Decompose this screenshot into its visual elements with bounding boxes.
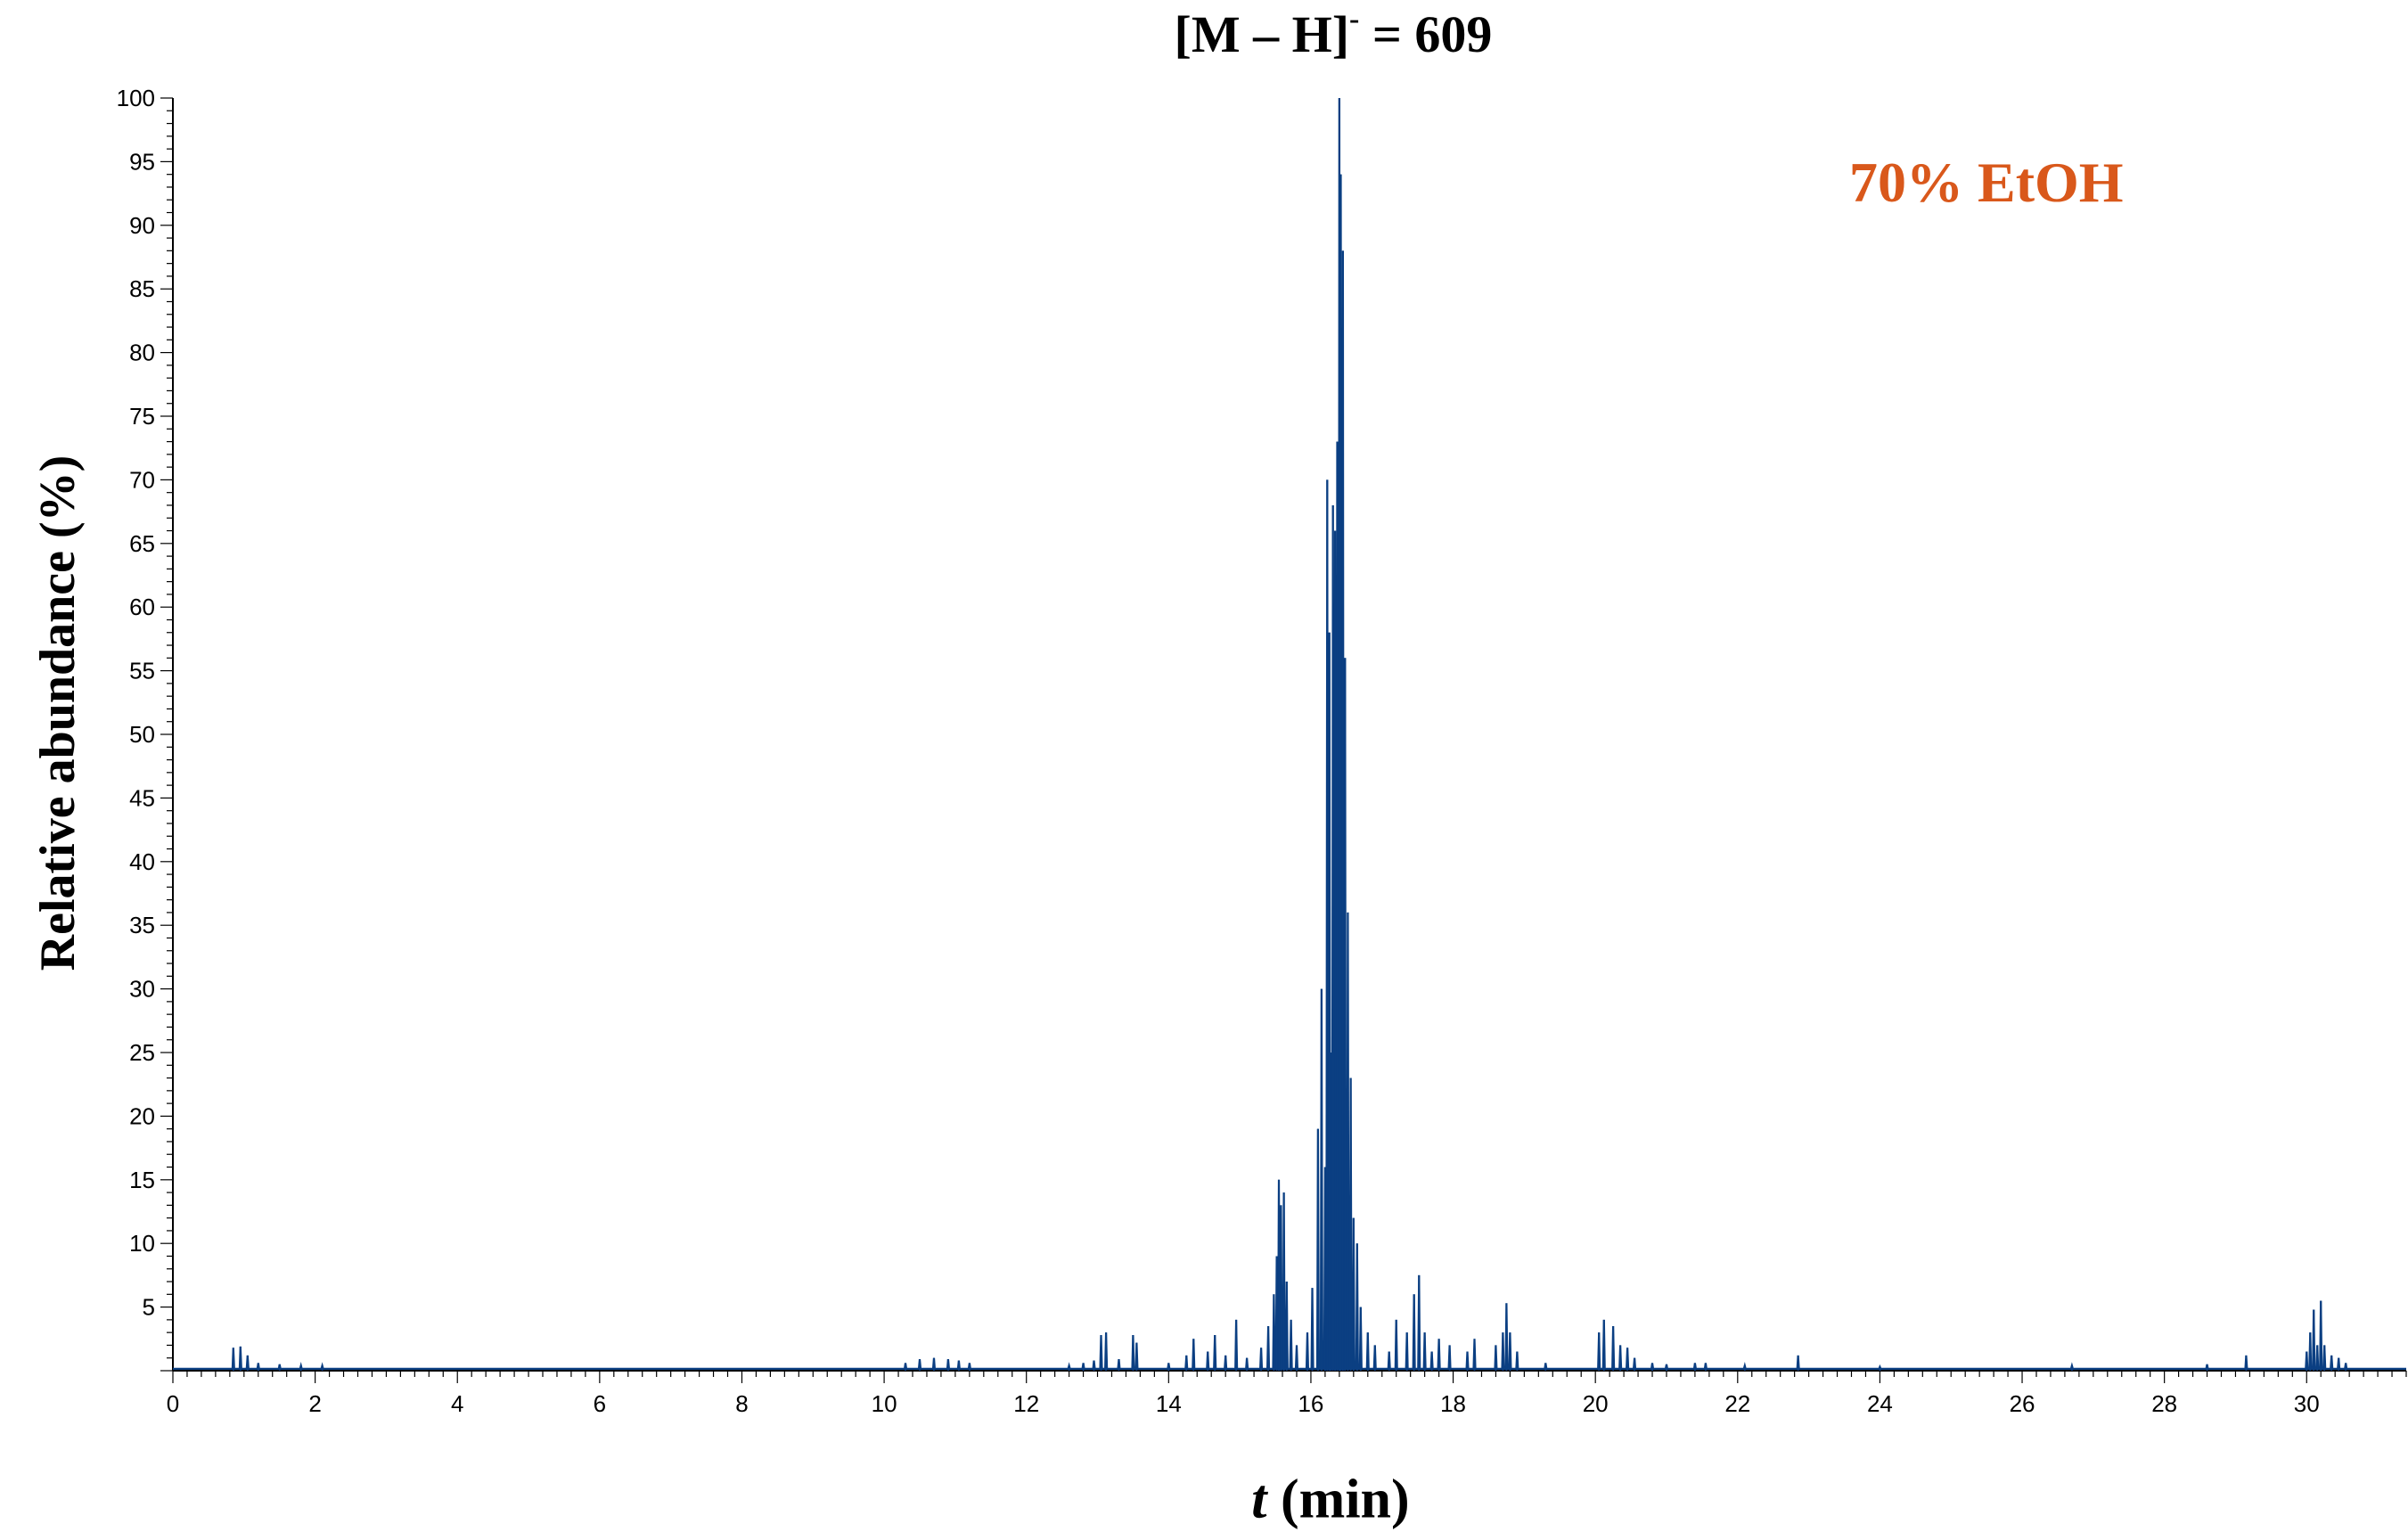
y-tick-label: 5 [143,1294,155,1321]
chart-title-ion: [M – H] [1174,5,1350,63]
x-tick-label: 14 [1156,1390,1182,1417]
chromatogram-trace [173,97,2406,1370]
x-tick-label: 24 [1867,1390,1893,1417]
solvent-annotation: 70% EtOH [1849,151,2124,214]
x-axis-label-unit: (min) [1266,1469,1410,1530]
y-tick-label: 95 [129,148,155,175]
y-tick-label: 70 [129,466,155,493]
x-tick-label: 12 [1013,1390,1039,1417]
x-tick-label: 4 [451,1390,463,1417]
y-tick-label: 90 [129,212,155,239]
y-tick-label: 10 [129,1230,155,1257]
chart-title-mass: = 609 [1359,5,1493,63]
x-tick-label: 10 [872,1390,897,1417]
y-axis-label: Relative abundance (%) [30,455,86,971]
y-tick-label: 15 [129,1167,155,1193]
y-tick-label: 55 [129,658,155,684]
y-tick-label: 25 [129,1039,155,1066]
x-tick-label: 2 [308,1390,321,1417]
y-tick-label: 100 [117,85,155,111]
x-tick-label: 6 [594,1390,606,1417]
y-tick-label: 20 [129,1102,155,1129]
x-tick-label: 18 [1440,1390,1466,1417]
y-tick-label: 30 [129,976,155,1003]
y-tick-label: 60 [129,594,155,620]
x-tick-label: 30 [2294,1390,2320,1417]
y-tick-label: 45 [129,784,155,811]
y-tick-label: 50 [129,721,155,748]
x-tick-label: 8 [735,1390,748,1417]
x-tick-label: 16 [1298,1390,1323,1417]
y-tick-label: 80 [129,340,155,366]
x-axis-label-variable: t [1251,1469,1267,1530]
y-tick-label: 65 [129,530,155,557]
x-tick-label: 26 [2010,1390,2035,1417]
x-tick-label: 20 [1583,1390,1609,1417]
y-tick-label: 40 [129,848,155,875]
chart-title: [M – H]- = 609 [0,0,2408,70]
x-axis-label: t (min) [1251,1469,1409,1532]
y-tick-label: 85 [129,275,155,302]
x-tick-label: 0 [167,1390,179,1417]
chart-title-charge: - [1349,3,1360,36]
x-tick-label: 22 [1724,1390,1750,1417]
y-tick-label: 75 [129,403,155,430]
y-tick-label: 35 [129,912,155,938]
x-tick-label: 28 [2151,1390,2177,1417]
